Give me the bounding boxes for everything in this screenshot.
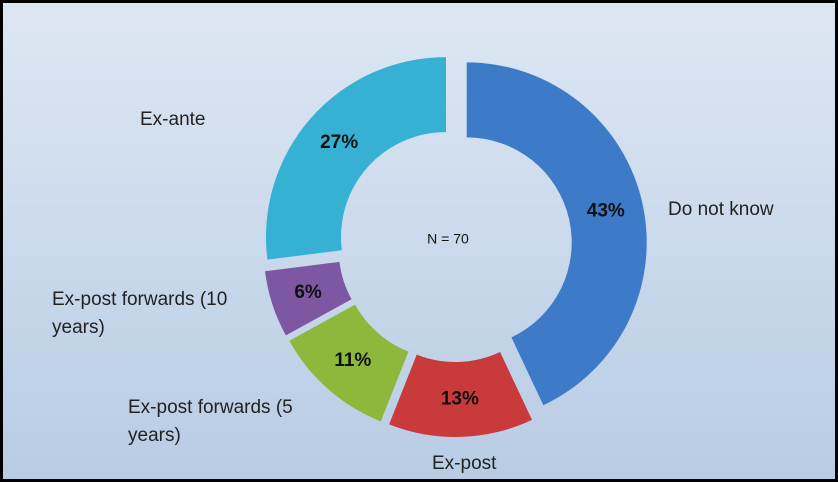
- category-label: Ex-post: [432, 453, 497, 474]
- category-label: Ex-post forwards (5 years): [128, 397, 293, 446]
- category-label: Ex-post forwards (10 years): [52, 289, 228, 338]
- data-label: 43%: [587, 200, 625, 221]
- donut-segment: [289, 304, 409, 422]
- data-label: 11%: [334, 350, 371, 371]
- data-label: 27%: [320, 132, 358, 153]
- data-label: 13%: [441, 388, 479, 409]
- donut-segment: [466, 62, 647, 406]
- donut-segment: [265, 261, 352, 336]
- category-label: Ex-ante: [140, 109, 206, 130]
- donut-segment: [265, 57, 446, 260]
- annotation: N = 70: [427, 231, 469, 247]
- data-label: 6%: [294, 282, 322, 303]
- category-label: Do not know: [668, 199, 774, 220]
- donut-segment: [389, 352, 533, 437]
